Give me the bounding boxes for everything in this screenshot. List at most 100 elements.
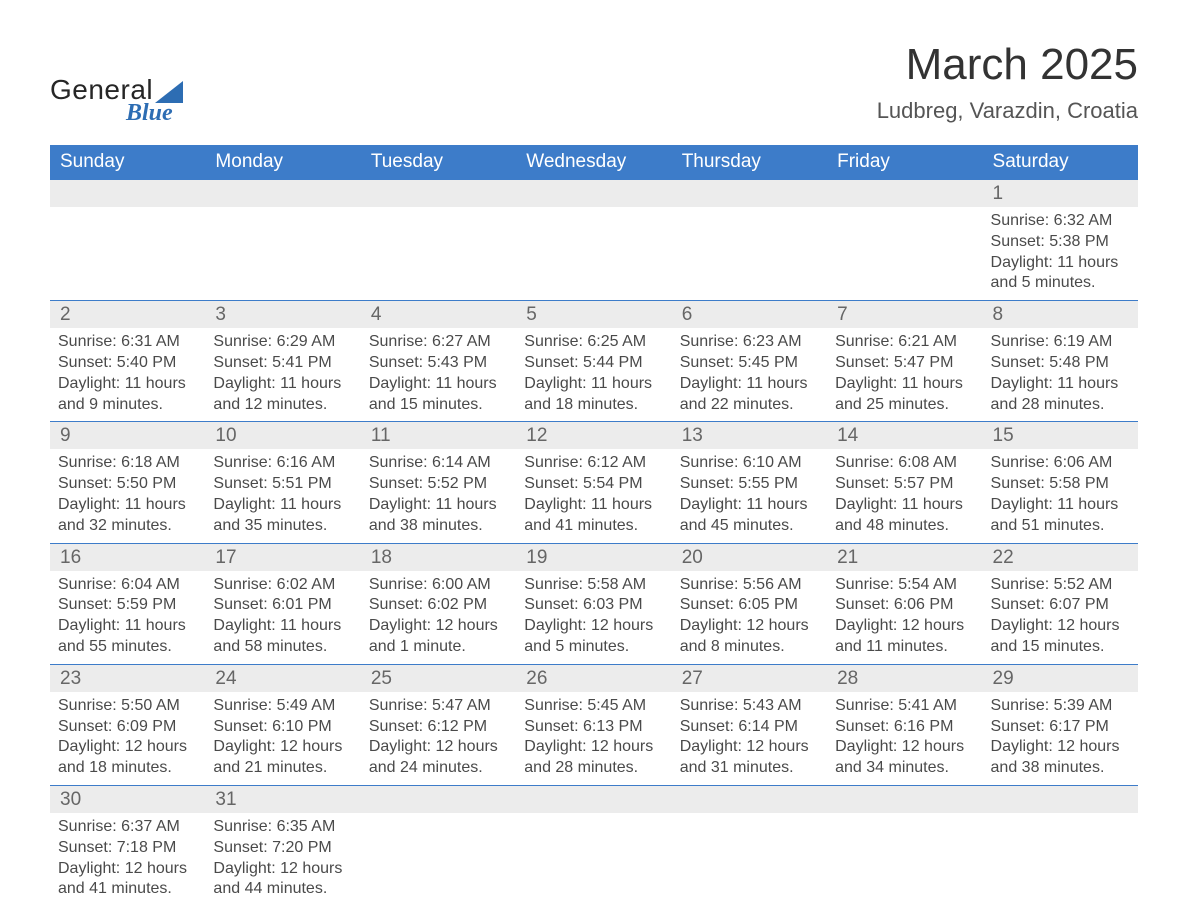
sunset-line: Sunset: 5:54 PM	[524, 474, 663, 495]
empty-daynum-band	[672, 786, 827, 813]
day-details: Sunrise: 6:10 AMSunset: 5:55 PMDaylight:…	[672, 449, 827, 542]
calendar-empty-cell	[361, 180, 516, 301]
empty-daynum-band	[983, 786, 1138, 813]
sunset-line: Sunset: 5:38 PM	[991, 232, 1130, 253]
day-details: Sunrise: 6:27 AMSunset: 5:43 PMDaylight:…	[361, 328, 516, 421]
day-number: 30	[50, 786, 205, 813]
day-details: Sunrise: 6:06 AMSunset: 5:58 PMDaylight:…	[983, 449, 1138, 542]
calendar-empty-cell	[983, 785, 1138, 906]
daylight-line: Daylight: 11 hours and 25 minutes.	[835, 374, 974, 416]
daylight-line: Daylight: 12 hours and 28 minutes.	[524, 737, 663, 779]
calendar-empty-cell	[516, 785, 671, 906]
day-number: 1	[983, 180, 1138, 207]
calendar-empty-cell	[50, 180, 205, 301]
sunset-line: Sunset: 5:58 PM	[991, 474, 1130, 495]
calendar-day-cell: 4Sunrise: 6:27 AMSunset: 5:43 PMDaylight…	[361, 301, 516, 422]
page-subtitle: Ludbreg, Varazdin, Croatia	[877, 98, 1138, 124]
calendar-day-cell: 25Sunrise: 5:47 AMSunset: 6:12 PMDayligh…	[361, 664, 516, 785]
day-details: Sunrise: 6:08 AMSunset: 5:57 PMDaylight:…	[827, 449, 982, 542]
weekday-header: Sunday	[50, 145, 205, 180]
day-number: 26	[516, 665, 671, 692]
daylight-line: Daylight: 11 hours and 51 minutes.	[991, 495, 1130, 537]
sunrise-line: Sunrise: 5:49 AM	[213, 696, 352, 717]
empty-daynum-band	[827, 786, 982, 813]
day-details: Sunrise: 5:39 AMSunset: 6:17 PMDaylight:…	[983, 692, 1138, 785]
sunset-line: Sunset: 5:51 PM	[213, 474, 352, 495]
logo-text-blue: Blue	[126, 100, 183, 127]
calendar-day-cell: 22 Sunrise: 5:52 AMSunset: 6:07 PMDayligh…	[983, 543, 1138, 664]
daylight-line: Daylight: 11 hours and 41 minutes.	[524, 495, 663, 537]
day-details: Sunrise: 6:19 AMSunset: 5:48 PMDaylight:…	[983, 328, 1138, 421]
daylight-line: Daylight: 12 hours and 18 minutes.	[58, 737, 197, 779]
day-details: Sunrise: 6:32 AMSunset: 5:38 PMDaylight:…	[983, 207, 1138, 300]
sunset-line: Sunset: 6:02 PM	[369, 595, 508, 616]
day-number: 27	[672, 665, 827, 692]
sunset-line: Sunset: 6:07 PM	[991, 595, 1130, 616]
sunrise-line: Sunrise: 6:32 AM	[991, 211, 1130, 232]
day-number: 24	[205, 665, 360, 692]
sunrise-line: Sunrise: 6:31 AM	[58, 332, 197, 353]
sunrise-line: Sunrise: 5:54 AM	[835, 575, 974, 596]
calendar-week-row: 16Sunrise: 6:04 AMSunset: 5:59 PMDayligh…	[50, 543, 1138, 664]
day-number: 10	[205, 422, 360, 449]
weekday-header: Saturday	[983, 145, 1138, 180]
calendar-week-row: 23Sunrise: 5:50 AMSunset: 6:09 PMDayligh…	[50, 664, 1138, 785]
daylight-line: Daylight: 12 hours and 44 minutes.	[213, 859, 352, 901]
calendar-day-cell: 10Sunrise: 6:16 AMSunset: 5:51 PMDayligh…	[205, 422, 360, 543]
calendar-day-cell: 20Sunrise: 5:56 AMSunset: 6:05 PMDayligh…	[672, 543, 827, 664]
sunset-line: Sunset: 5:44 PM	[524, 353, 663, 374]
sunrise-line: Sunrise: 6:10 AM	[680, 453, 819, 474]
day-number: 14	[827, 422, 982, 449]
calendar-day-cell: 12Sunrise: 6:12 AMSunset: 5:54 PMDayligh…	[516, 422, 671, 543]
weekday-header: Thursday	[672, 145, 827, 180]
calendar-empty-cell	[361, 785, 516, 906]
daylight-line: Daylight: 11 hours and 5 minutes.	[991, 253, 1130, 295]
sunrise-line: Sunrise: 5:52 AM	[991, 575, 1130, 596]
daylight-line: Daylight: 12 hours and 15 minutes.	[991, 616, 1130, 658]
day-details: Sunrise: 5:56 AMSunset: 6:05 PMDaylight:…	[672, 571, 827, 664]
daylight-line: Daylight: 12 hours and 11 minutes.	[835, 616, 974, 658]
sunset-line: Sunset: 7:20 PM	[213, 838, 352, 859]
calendar-day-cell: 31Sunrise: 6:35 AMSunset: 7:20 PMDayligh…	[205, 785, 360, 906]
sunrise-line: Sunrise: 6:00 AM	[369, 575, 508, 596]
day-number: 3	[205, 301, 360, 328]
daylight-line: Daylight: 11 hours and 35 minutes.	[213, 495, 352, 537]
calendar-day-cell: 1Sunrise: 6:32 AMSunset: 5:38 PMDaylight…	[983, 180, 1138, 301]
day-number: 19	[516, 544, 671, 571]
day-number: 15	[983, 422, 1138, 449]
weekday-header-row: SundayMondayTuesdayWednesdayThursdayFrid…	[50, 145, 1138, 180]
logo: General Blue	[50, 40, 183, 127]
weekday-header: Monday	[205, 145, 360, 180]
sunset-line: Sunset: 5:50 PM	[58, 474, 197, 495]
daylight-line: Daylight: 11 hours and 48 minutes.	[835, 495, 974, 537]
day-details: Sunrise: 5:43 AMSunset: 6:14 PMDaylight:…	[672, 692, 827, 785]
day-number: 13	[672, 422, 827, 449]
daylight-line: Daylight: 12 hours and 1 minute.	[369, 616, 508, 658]
calendar-day-cell: 28Sunrise: 5:41 AMSunset: 6:16 PMDayligh…	[827, 664, 982, 785]
sunset-line: Sunset: 6:12 PM	[369, 717, 508, 738]
daylight-line: Daylight: 11 hours and 45 minutes.	[680, 495, 819, 537]
sunset-line: Sunset: 6:05 PM	[680, 595, 819, 616]
day-number: 21	[827, 544, 982, 571]
day-number: 22	[983, 544, 1138, 571]
day-details: Sunrise: 6:25 AMSunset: 5:44 PMDaylight:…	[516, 328, 671, 421]
empty-daynum-band	[827, 180, 982, 207]
sunset-line: Sunset: 5:43 PM	[369, 353, 508, 374]
sunrise-line: Sunrise: 6:06 AM	[991, 453, 1130, 474]
daylight-line: Daylight: 12 hours and 24 minutes.	[369, 737, 508, 779]
day-number: 12	[516, 422, 671, 449]
day-number: 2	[50, 301, 205, 328]
sunset-line: Sunset: 5:41 PM	[213, 353, 352, 374]
daylight-line: Daylight: 12 hours and 34 minutes.	[835, 737, 974, 779]
daylight-line: Daylight: 11 hours and 18 minutes.	[524, 374, 663, 416]
sunrise-line: Sunrise: 5:50 AM	[58, 696, 197, 717]
calendar-empty-cell	[827, 180, 982, 301]
day-number: 29	[983, 665, 1138, 692]
day-number: 25	[361, 665, 516, 692]
sunrise-line: Sunrise: 6:21 AM	[835, 332, 974, 353]
daylight-line: Daylight: 11 hours and 28 minutes.	[991, 374, 1130, 416]
calendar-day-cell: 11Sunrise: 6:14 AMSunset: 5:52 PMDayligh…	[361, 422, 516, 543]
daylight-line: Daylight: 11 hours and 15 minutes.	[369, 374, 508, 416]
day-number: 7	[827, 301, 982, 328]
day-details: Sunrise: 6:35 AMSunset: 7:20 PMDaylight:…	[205, 813, 360, 906]
